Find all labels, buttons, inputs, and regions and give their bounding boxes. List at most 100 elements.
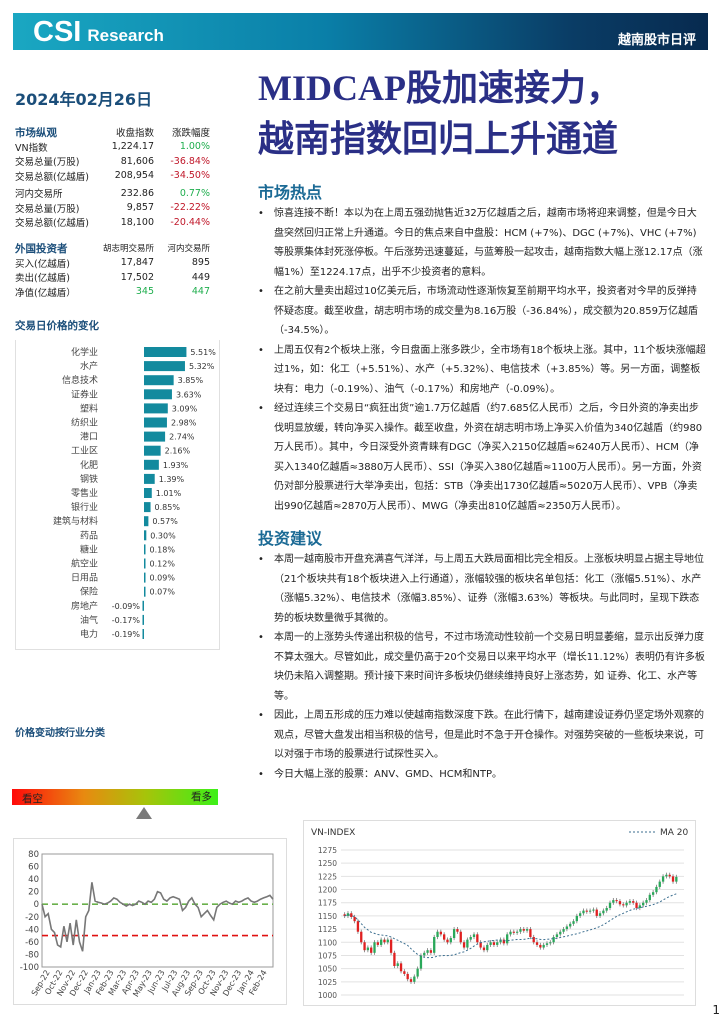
- y-tick-label: 1075: [318, 951, 337, 960]
- candle: [409, 979, 413, 982]
- row-value: 345: [135, 286, 154, 298]
- y-tick-label: 1100: [318, 938, 337, 947]
- candle: [389, 939, 393, 953]
- row-change: -20.44%: [170, 216, 210, 228]
- y-tick-label: 1050: [318, 965, 337, 974]
- candle: [585, 910, 588, 912]
- candle: [642, 902, 645, 906]
- table-row: 交易总额(亿越盾) 18,100 -20.44%: [15, 215, 210, 230]
- y-tick-label: 1275: [318, 846, 337, 855]
- candle: [595, 909, 598, 916]
- table-row: 交易总量(万股) 81,606 -36.84%: [15, 154, 210, 169]
- y-tick-label: -80: [25, 950, 39, 960]
- y-tick-label: -20: [25, 913, 39, 923]
- y-tick-label: 40: [28, 875, 39, 885]
- y-tick-label: -60: [25, 938, 39, 948]
- candle: [668, 874, 671, 877]
- row-change: 449: [191, 271, 210, 283]
- candle: [350, 913, 353, 917]
- candle: [559, 931, 562, 935]
- bar: [144, 403, 168, 414]
- bar: [142, 629, 144, 639]
- foreign-investor-table: 外国投资者 胡志明交易所 河内交易所 买入(亿越盾) 17,847 895 卖出(亿越盾)…: [15, 241, 210, 299]
- candle: [588, 910, 592, 912]
- advice-heading: 投资建议: [258, 528, 706, 550]
- candle: [416, 968, 419, 977]
- y-tick-label: 1175: [318, 899, 337, 908]
- candle: [393, 952, 396, 966]
- row-label: 河内交易所: [15, 189, 63, 201]
- data-label: 0.18%: [150, 545, 176, 554]
- bear-label: 看空: [22, 793, 43, 805]
- row-value: 208,954: [114, 170, 154, 182]
- bar: [144, 544, 146, 555]
- bar: [142, 600, 144, 611]
- data-label: 5.32%: [189, 362, 215, 371]
- category-label: 化学业: [71, 346, 98, 358]
- row-change: 447: [191, 286, 210, 298]
- candle: [638, 905, 642, 908]
- hotspots-list: 惊喜连接不断！本以为在上周五强劲抛售近32万亿越盾之后，越南市场将迎来调整，但是…: [258, 204, 706, 516]
- data-label: 1.01%: [156, 489, 182, 498]
- candle: [346, 913, 350, 916]
- header-banner: CSI Research 越南股市日评: [13, 13, 708, 50]
- candle: [519, 929, 522, 932]
- category-label: 房地产: [71, 600, 98, 612]
- data-label: 2.98%: [171, 419, 197, 428]
- bar: [144, 459, 159, 470]
- row-label: VN指数: [15, 142, 48, 154]
- sector-bar-chart: 化学业 5.51% 水产 5.32% 信息技术 3.85% 证券业 3.63% 塑料 3.09% 纺…: [15, 340, 220, 650]
- category-label: 工业区: [71, 446, 98, 457]
- candle: [433, 937, 436, 953]
- sentiment-line: [41, 882, 274, 952]
- y-tick-label: -100: [20, 963, 39, 973]
- candle: [648, 894, 651, 901]
- bull-label: 看多: [191, 791, 212, 803]
- candle: [436, 931, 439, 937]
- table-row: 卖出(亿越盾) 17,502 449: [15, 270, 210, 285]
- candle: [509, 931, 512, 935]
- candle: [452, 929, 456, 939]
- category-label: 港口: [80, 431, 98, 443]
- report-date: 2024年02月26日: [15, 90, 153, 109]
- candle: [486, 944, 489, 951]
- candle: [605, 908, 608, 911]
- category-label: 油气: [80, 614, 98, 626]
- data-label: -0.19%: [112, 630, 141, 639]
- row-label: 净值(亿越盾）: [15, 287, 76, 299]
- candle: [396, 963, 399, 966]
- legend-label: MA 20: [660, 828, 689, 838]
- hotspots-heading: 市场热点: [258, 182, 706, 204]
- table-row: 交易总量(万股) 9,857 -22.22%: [15, 201, 210, 216]
- category-label: 信息技术: [62, 374, 98, 386]
- candle: [406, 973, 409, 980]
- data-label: 3.63%: [176, 390, 202, 399]
- row-label: 交易总额(亿越盾): [15, 171, 89, 183]
- candle: [502, 939, 506, 944]
- sector-chart-title: 交易日价格的变化: [15, 320, 99, 332]
- bar: [144, 586, 146, 597]
- category-label: 纺织业: [71, 417, 98, 429]
- advice-list: 本周一越南股市开盘充满喜气洋洋，与上周五大跌局面相比完全相反。上涨板块明显占据主…: [258, 550, 706, 784]
- bar: [144, 361, 185, 372]
- bullet-item: 因此，上周五形成的压力难以使越南指数深度下跌。在此行情下，越南建设证券仍坚定场外…: [258, 706, 706, 765]
- candle: [466, 939, 469, 948]
- candle: [535, 942, 539, 945]
- bullet-item: 本周一越南股市开盘充满喜气洋洋，与上周五大跌局面相比完全相反。上涨板块明显占据主…: [258, 550, 706, 628]
- data-label: 1.93%: [163, 461, 189, 470]
- y-tick-label: 1250: [318, 859, 337, 868]
- category-label: 水产: [80, 360, 98, 372]
- candle: [386, 939, 389, 943]
- category-label: 药品: [80, 530, 98, 541]
- bullet-item: 经过连续三个交易日“疯狂出货”逾1.7万亿越盾（约7.685亿人民币）之后，今日…: [258, 399, 706, 516]
- candle: [661, 876, 665, 882]
- y-tick-label: 1125: [318, 925, 337, 934]
- candle: [383, 939, 386, 943]
- candle: [675, 876, 678, 882]
- row-value: 17,502: [120, 271, 154, 283]
- bar: [144, 502, 151, 513]
- data-label: 0.09%: [150, 574, 176, 583]
- col-header: 胡志明交易所: [102, 244, 154, 255]
- foreign-heading: 外国投资者: [15, 242, 68, 255]
- candle: [469, 937, 472, 940]
